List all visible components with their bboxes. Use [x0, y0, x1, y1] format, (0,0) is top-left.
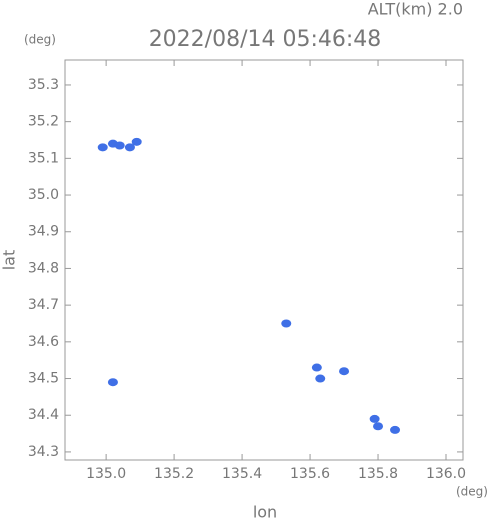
x-tick-label: 136.0 — [426, 466, 466, 482]
x-tick-label: 135.8 — [358, 466, 398, 482]
y-tick-label: 35.0 — [28, 187, 59, 203]
chart-title: 2022/08/14 05:46:48 — [149, 27, 382, 52]
x-tick-label: 135.0 — [86, 466, 126, 482]
y-tick-label: 34.5 — [28, 371, 59, 387]
echo — [131, 137, 142, 146]
y-tick-label: 34.3 — [28, 444, 59, 460]
x-axis-label: lon — [253, 503, 277, 521]
echo — [390, 425, 401, 434]
y-tick-label: 34.8 — [28, 260, 59, 276]
x-tick-label: 135.4 — [222, 466, 262, 482]
echo — [311, 363, 322, 372]
y-tick-label: 34.6 — [28, 334, 59, 350]
echo — [339, 367, 350, 376]
echo — [369, 414, 380, 423]
y-tick-label: 35.3 — [28, 77, 59, 93]
echo — [107, 378, 118, 387]
y-unit: (deg) — [24, 33, 56, 47]
x-unit: (deg) — [456, 485, 488, 499]
y-tick-label: 35.1 — [28, 150, 59, 166]
x-tick-label: 135.6 — [290, 466, 330, 482]
header: ALT(km) 2.0 — [368, 0, 463, 19]
y-tick-label: 34.4 — [28, 407, 59, 423]
echo — [281, 319, 292, 328]
echo — [373, 422, 384, 431]
y-axis-label: lat — [0, 250, 19, 271]
y-tick-label: 34.7 — [28, 297, 59, 313]
echo — [114, 141, 125, 150]
echo — [97, 143, 108, 152]
echo — [124, 143, 135, 152]
plot-frame — [64, 59, 464, 461]
y-tick-label: 35.2 — [28, 114, 59, 130]
y-tick-label: 34.9 — [28, 224, 59, 240]
x-tick-label: 135.2 — [154, 466, 194, 482]
echo — [315, 374, 326, 383]
